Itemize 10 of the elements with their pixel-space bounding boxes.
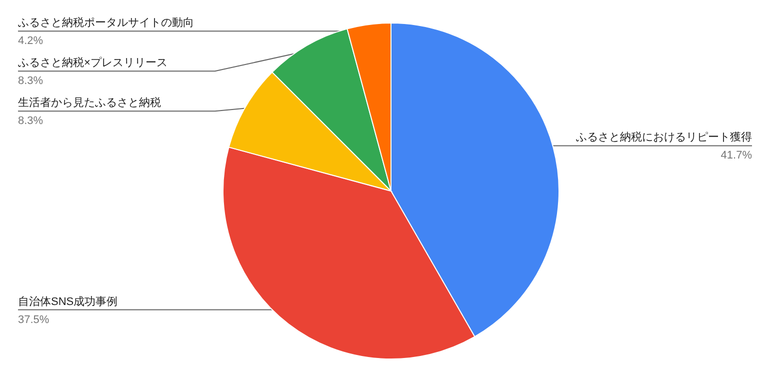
slice-label: ふるさと納税×プレスリリース bbox=[17, 56, 168, 70]
data-label: 41.7% bbox=[720, 150, 752, 162]
slice-label: ふるさと納税におけるリピート獲得 bbox=[575, 130, 752, 144]
data-label: 37.5% bbox=[18, 314, 50, 326]
slice-label: 自治体SNS成功事例 bbox=[18, 294, 118, 308]
slice-label: 生活者から見たふるさと納税 bbox=[18, 96, 161, 110]
data-label: 4.2% bbox=[18, 35, 44, 48]
data-label: 8.3% bbox=[18, 115, 44, 128]
data-label: 8.3% bbox=[18, 75, 44, 88]
slice-label: ふるさと納税ポータルサイトの動向 bbox=[17, 16, 194, 30]
